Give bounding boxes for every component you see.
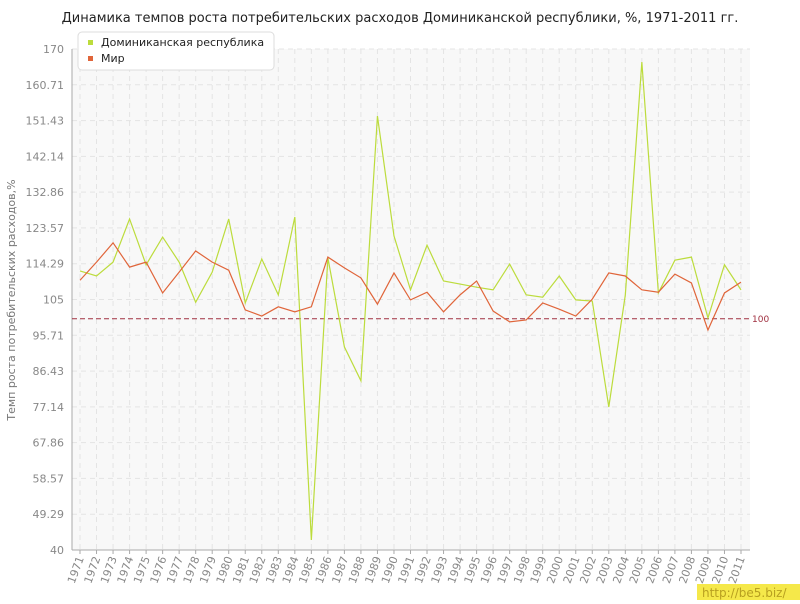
y-tick-label: 160.71: [26, 79, 65, 92]
y-tick-label: 142.14: [26, 150, 65, 163]
series-line: [79, 62, 742, 541]
y-tick-label: 95.71: [33, 329, 65, 342]
watermark-box: [697, 584, 800, 600]
y-tick-label: 114.29: [26, 258, 65, 271]
y-tick-label: 40: [50, 544, 64, 557]
y-tick-label: 123.57: [26, 222, 65, 235]
y-tick-label: 49.29: [33, 508, 65, 521]
series-line: [79, 241, 742, 332]
y-tick-label: 132.86: [26, 186, 65, 199]
legend-swatch: [88, 56, 93, 61]
reference-label: 100: [752, 315, 769, 325]
y-tick-label: 77.14: [33, 401, 65, 414]
legend-swatch: [88, 40, 93, 45]
y-tick-label: 86.43: [33, 365, 65, 378]
legend-label: Доминиканская республика: [101, 36, 264, 49]
legend: Доминиканская республика Мир: [77, 31, 275, 71]
watermark: http://be5.biz/: [702, 586, 787, 600]
y-tick-label: 67.86: [33, 437, 65, 450]
y-axis-title: Темп роста потребительских расходов,%: [5, 179, 18, 421]
y-tick-label: 170: [43, 43, 64, 56]
y-tick-label: 105: [43, 294, 64, 307]
legend-label: Мир: [101, 52, 125, 65]
y-tick-label: 58.57: [33, 472, 65, 485]
chart-title: Динамика темпов роста потребительских ра…: [62, 11, 739, 26]
y-tick-label: 151.43: [26, 115, 65, 128]
legend-box: [77, 31, 275, 71]
